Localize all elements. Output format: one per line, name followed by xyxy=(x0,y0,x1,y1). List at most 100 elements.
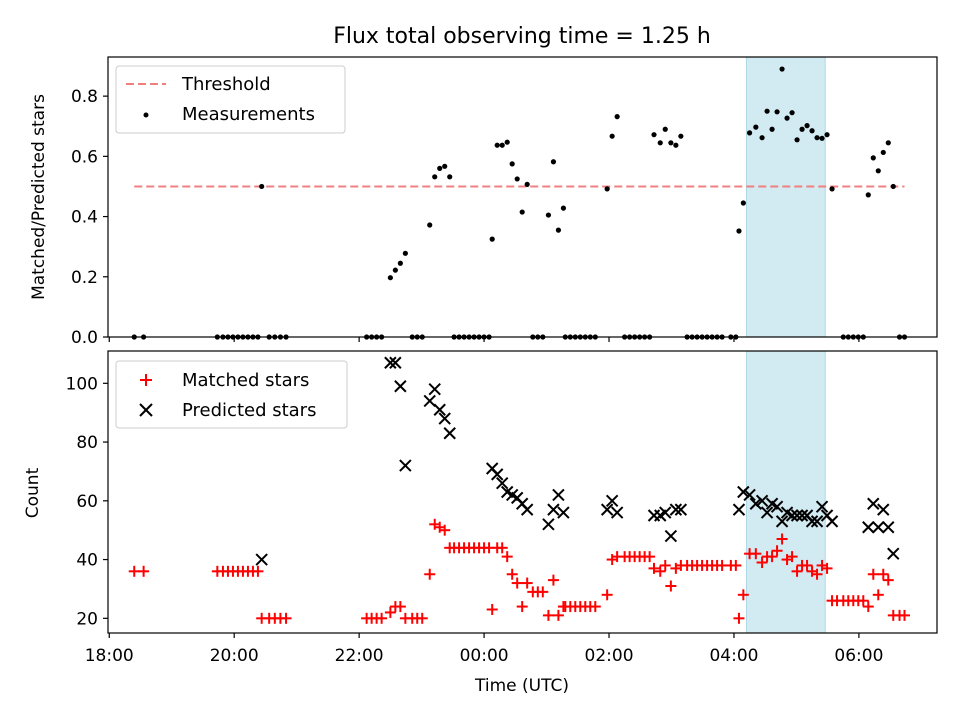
predicted-stars-point xyxy=(805,515,819,528)
matched-stars-point xyxy=(821,562,833,574)
measurements-point xyxy=(746,130,753,136)
matched-stars-point xyxy=(138,565,150,577)
matched-stars-point xyxy=(542,609,554,621)
ratio-panel: 0.00.20.40.60.8 Matched/Predicted stars … xyxy=(29,56,938,348)
measurements-point xyxy=(764,108,770,114)
measurements-point xyxy=(614,114,620,120)
predicted-stars-point xyxy=(743,488,756,502)
matched-stars-point xyxy=(516,601,528,613)
predicted-stars-point xyxy=(755,494,769,508)
predicted-stars-point xyxy=(877,503,890,516)
predicted-stars-point xyxy=(674,503,688,516)
measurements-point xyxy=(673,142,679,148)
legend-predicted-swatch xyxy=(139,403,153,417)
legend-matched-swatch xyxy=(140,374,152,386)
matched-stars-point xyxy=(665,580,677,592)
predicted-stars-point xyxy=(438,412,451,425)
measurements-point xyxy=(437,165,443,171)
legend-bottom: Matched stars Predicted stars xyxy=(115,360,348,429)
predicted-stars-point xyxy=(547,503,560,516)
measurements-point xyxy=(524,181,530,187)
measurements-point xyxy=(740,200,746,206)
measurements-point xyxy=(657,140,663,146)
measurements-point xyxy=(494,142,500,148)
matched-stars-point xyxy=(862,601,874,613)
matched-stars-point xyxy=(589,601,601,613)
measurements-point xyxy=(259,183,265,190)
x-tick-label: 06:00 xyxy=(834,646,883,666)
x-tick-label: 00:00 xyxy=(460,646,509,666)
matched-stars-point xyxy=(128,565,140,577)
x-tick-label: 18:00 xyxy=(85,646,134,666)
measurements-point xyxy=(814,135,820,141)
legend-predicted-label: Predicted stars xyxy=(182,400,316,421)
matched-stars-point xyxy=(439,524,451,536)
x-tick-label: 02:00 xyxy=(585,646,634,666)
predicted-stars-point xyxy=(760,506,774,519)
matched-stars-point xyxy=(416,612,428,624)
measurements-point xyxy=(604,186,610,192)
matched-stars-point xyxy=(659,559,671,571)
matched-stars-point xyxy=(877,568,889,580)
measurements-point xyxy=(890,183,896,190)
matched-stars-point xyxy=(506,568,518,580)
matched-stars-point xyxy=(730,559,742,571)
measurements-point xyxy=(499,142,505,148)
measurements-point xyxy=(819,135,825,141)
matched-stars-point xyxy=(654,565,666,577)
predicted-stars-point xyxy=(255,553,268,566)
measurements-point xyxy=(784,115,790,121)
matched-stars-point xyxy=(811,568,823,580)
y-tick-label: 0.8 xyxy=(71,87,98,107)
measurements-point xyxy=(545,212,552,218)
matched-stars-point xyxy=(252,565,264,577)
y-axis-label-ratio: Matched/Predicted stars xyxy=(29,94,49,300)
observing-window-count xyxy=(745,350,826,634)
legend-top: Threshold Measurements xyxy=(115,65,346,134)
measurements-point xyxy=(392,267,398,273)
measurements-point xyxy=(668,140,674,146)
predicted-stars-point xyxy=(862,521,875,534)
predicted-stars-point xyxy=(810,515,824,528)
matched-stars-point xyxy=(394,601,406,613)
y-tick-label: 0.0 xyxy=(71,328,98,348)
measurements-point xyxy=(870,155,876,161)
predicted-stars-point xyxy=(872,521,885,534)
measurements-point xyxy=(779,66,785,72)
legend-measurements-label: Measurements xyxy=(182,104,315,125)
measurements-point xyxy=(550,159,557,165)
matched-stars-point xyxy=(552,609,564,621)
x-tick-label: 20:00 xyxy=(210,646,259,666)
predicted-stars-point xyxy=(384,356,397,369)
matched-stars-point xyxy=(280,612,292,624)
matched-stars-point xyxy=(776,533,788,545)
y-tick-label: 100 xyxy=(66,374,98,394)
predicted-stars-point xyxy=(775,515,789,528)
matched-stars-point xyxy=(899,609,911,621)
predicted-stars-point xyxy=(542,518,555,531)
predicted-stars-point xyxy=(825,515,839,528)
measurements-point xyxy=(769,126,775,132)
legend-measurements-swatch xyxy=(143,112,149,118)
matched-stars-point xyxy=(737,589,749,601)
measurements-point xyxy=(609,133,615,139)
predicted-stars-point xyxy=(770,500,784,513)
predicted-stars-point xyxy=(790,509,804,522)
predicted-stars-point xyxy=(557,506,570,519)
predicted-stars-point xyxy=(495,476,509,490)
matched-stars-point xyxy=(771,545,783,557)
measurements-point xyxy=(662,126,668,132)
predicted-stars-point xyxy=(867,497,880,510)
measurements-point xyxy=(504,139,510,145)
predicted-stars-point xyxy=(610,506,624,519)
measurements-point xyxy=(402,250,408,256)
matched-stars-point xyxy=(644,551,656,563)
measurements-point xyxy=(759,135,765,141)
y-tick-label: 80 xyxy=(76,433,98,453)
measurements-point xyxy=(789,110,795,116)
matched-stars-point xyxy=(791,565,803,577)
measurements-point xyxy=(880,149,886,156)
predicted-stars-point xyxy=(428,382,441,396)
measurements-point xyxy=(794,137,800,143)
measurements-point xyxy=(509,161,515,167)
